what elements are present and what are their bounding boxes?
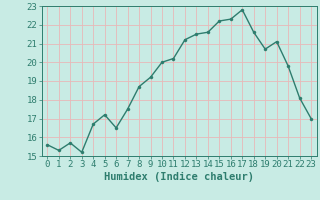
X-axis label: Humidex (Indice chaleur): Humidex (Indice chaleur) bbox=[104, 172, 254, 182]
